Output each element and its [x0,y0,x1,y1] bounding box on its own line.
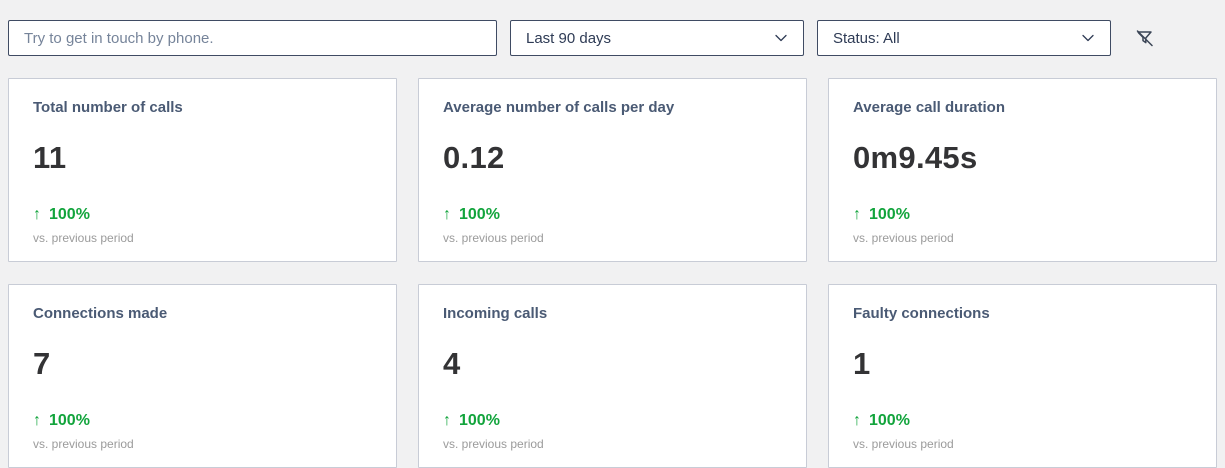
stat-compare-label: vs. previous period [443,437,544,451]
stat-title: Incoming calls [443,305,548,322]
clear-filters-button[interactable] [1130,23,1160,53]
stat-value: 7 [33,346,51,381]
chevron-down-icon [1080,30,1096,46]
trend-percent: 100% [869,412,910,429]
trend-up-icon: ↑ [853,412,861,429]
stat-value: 0m9.45s [853,140,978,175]
stat-title: Average number of calls per day [443,99,675,116]
stat-card-faulty-connections: Faulty connections 1 ↑ 100% vs. previous… [828,284,1217,468]
trend-up-icon: ↑ [33,412,41,429]
trend-percent: 100% [869,206,910,223]
stat-card-connections-made: Connections made 7 ↑ 100% vs. previous p… [8,284,397,468]
stat-title: Average call duration [853,99,1005,116]
chevron-down-icon [773,30,789,46]
stat-value: 11 [33,140,67,175]
trend-up-icon: ↑ [443,412,451,429]
trend-percent: 100% [459,412,500,429]
stat-value: 4 [443,346,461,381]
stats-grid: Total number of calls 11 ↑ 100% vs. prev… [8,78,1217,468]
stat-compare-label: vs. previous period [33,231,134,245]
trend-percent: 100% [49,206,90,223]
stat-compare-label: vs. previous period [443,231,544,245]
stat-trend: ↑ 100% [853,205,1192,224]
stat-title: Connections made [33,305,168,322]
stat-compare-label: vs. previous period [33,437,134,451]
stat-compare-label: vs. previous period [853,231,954,245]
stat-trend: ↑ 100% [33,411,372,430]
stat-trend: ↑ 100% [33,205,372,224]
date-range-dropdown[interactable]: Last 90 days [510,20,804,56]
stat-title: Total number of calls [33,99,183,116]
stat-card-incoming-calls: Incoming calls 4 ↑ 100% vs. previous per… [418,284,807,468]
stat-card-avg-calls-per-day: Average number of calls per day 0.12 ↑ 1… [418,78,807,262]
trend-percent: 100% [49,412,90,429]
stat-compare-label: vs. previous period [853,437,954,451]
filter-off-icon [1133,26,1157,50]
trend-up-icon: ↑ [853,206,861,223]
stat-value: 1 [853,346,871,381]
trend-percent: 100% [459,206,500,223]
trend-up-icon: ↑ [33,206,41,223]
status-dropdown[interactable]: Status: All [817,20,1111,56]
status-value: Status: All [833,29,900,47]
stat-trend: ↑ 100% [443,411,782,430]
stat-value: 0.12 [443,140,505,175]
filter-bar: Last 90 days Status: All [8,20,1217,56]
date-range-value: Last 90 days [526,29,612,47]
stat-card-total-calls: Total number of calls 11 ↑ 100% vs. prev… [8,78,397,262]
trend-up-icon: ↑ [443,206,451,223]
stat-card-avg-call-duration: Average call duration 0m9.45s ↑ 100% vs.… [828,78,1217,262]
stat-title: Faulty connections [853,305,990,322]
search-input[interactable] [8,20,497,56]
stat-trend: ↑ 100% [443,205,782,224]
stat-trend: ↑ 100% [853,411,1192,430]
